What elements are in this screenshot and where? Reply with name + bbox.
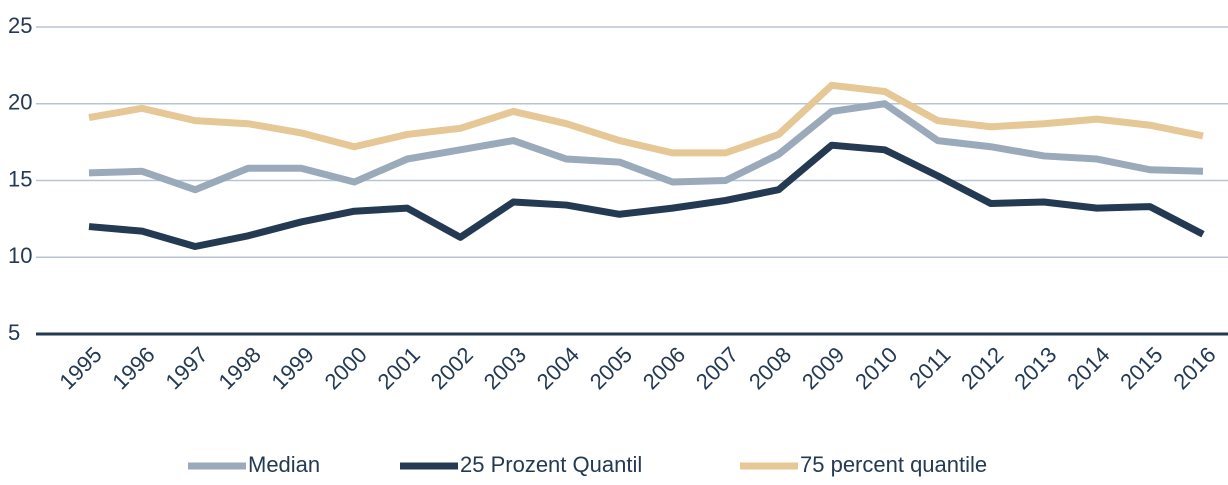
y-tick-label: 20: [8, 90, 32, 115]
x-tick-label: 2008: [744, 342, 796, 394]
x-tick-label: 2003: [479, 342, 531, 394]
legend-label: 75 percent quantile: [800, 452, 987, 477]
y-tick-label: 25: [8, 13, 32, 38]
x-tick-label: 2014: [1062, 342, 1114, 394]
x-tick-label: 1999: [267, 342, 319, 394]
x-tick-label: 2005: [585, 342, 637, 394]
x-tick-label: 2011: [904, 342, 955, 393]
y-tick-label: 5: [8, 320, 20, 345]
series-line: [88, 81, 1204, 157]
series-line: [88, 100, 1204, 194]
x-tick-label: 2016: [1168, 342, 1220, 394]
series-line: [88, 141, 1205, 251]
x-tick-label: 2015: [1115, 342, 1167, 394]
x-tick-label: 1995: [54, 342, 106, 394]
x-tick-label: 1997: [160, 342, 212, 394]
x-tick-label: 2010: [850, 342, 902, 394]
legend-label: Median: [248, 452, 320, 477]
x-tick-label: 2002: [426, 342, 478, 394]
legend-label: 25 Prozent Quantil: [460, 452, 642, 477]
y-tick-label: 15: [8, 166, 32, 191]
x-tick-label: 2012: [956, 342, 1008, 394]
x-tick-label: 2000: [320, 342, 372, 394]
x-tick-label: 2013: [1009, 342, 1061, 394]
x-tick-label: 1996: [107, 342, 159, 394]
x-tick-label: 2004: [532, 342, 584, 394]
x-tick-label: 2001: [373, 342, 425, 394]
x-tick-label: 1998: [213, 342, 265, 394]
x-tick-label: 2009: [797, 342, 849, 394]
y-tick-label: 10: [8, 243, 32, 268]
x-tick-label: 2007: [691, 342, 743, 394]
x-tick-label: 2006: [638, 342, 690, 394]
